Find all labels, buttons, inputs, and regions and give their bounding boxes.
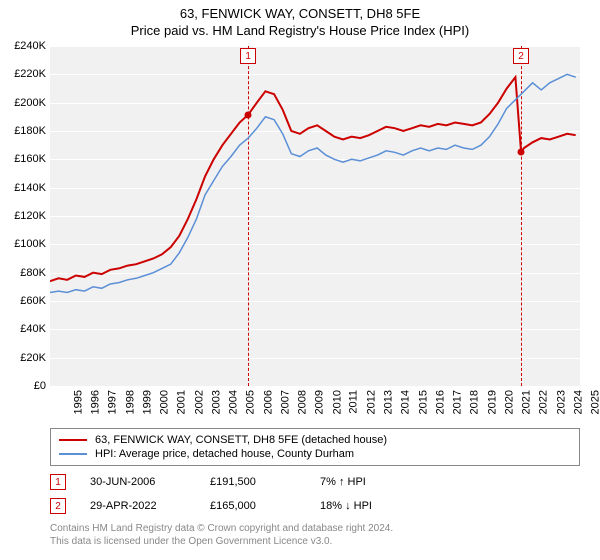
event-marker-icon: 2 [50, 498, 66, 514]
chart-subtitle: Price paid vs. HM Land Registry's House … [0, 21, 600, 38]
x-axis-label: 2017 [452, 390, 464, 414]
event-dot [518, 149, 525, 156]
x-axis-label: 2023 [555, 390, 567, 414]
sale-row: 2 29-APR-2022 £165,000 18% ↓ HPI [50, 494, 580, 518]
footer-line: Contains HM Land Registry data © Crown c… [50, 522, 393, 535]
y-axis-label: £40K [2, 323, 46, 335]
x-axis-label: 2021 [521, 390, 533, 414]
x-axis-label: 2015 [417, 390, 429, 414]
x-axis-label: 1995 [72, 390, 84, 414]
series-line-hpi [50, 74, 576, 292]
y-axis-label: £100K [2, 238, 46, 250]
sale-price: £165,000 [210, 500, 320, 512]
sale-date: 30-JUN-2006 [90, 476, 210, 488]
y-axis-label: £80K [2, 267, 46, 279]
x-axis-label: 2000 [159, 390, 171, 414]
x-axis-label: 2011 [347, 390, 359, 414]
y-axis-label: £200K [2, 97, 46, 109]
sale-date: 29-APR-2022 [90, 500, 210, 512]
y-axis-label: £140K [2, 182, 46, 194]
y-axis-label: £0 [2, 380, 46, 392]
x-axis-label: 2012 [365, 390, 377, 414]
x-axis-label: 2003 [210, 390, 222, 414]
legend: 63, FENWICK WAY, CONSETT, DH8 5FE (detac… [50, 428, 580, 466]
footer-line: This data is licensed under the Open Gov… [50, 535, 393, 548]
event-marker-icon: 1 [50, 474, 66, 490]
footer-attribution: Contains HM Land Registry data © Crown c… [50, 522, 393, 548]
y-axis-label: £160K [2, 153, 46, 165]
y-axis-label: £220K [2, 68, 46, 80]
x-axis-label: 1996 [90, 390, 102, 414]
legend-swatch [59, 439, 87, 441]
y-axis-label: £120K [2, 210, 46, 222]
x-axis-label: 2018 [469, 390, 481, 414]
x-axis-label: 2013 [383, 390, 395, 414]
x-axis-label: 2025 [590, 390, 600, 414]
event-marker-box: 2 [513, 48, 529, 64]
chart-plot-area: 12 £0£20K£40K£60K£80K£100K£120K£140K£160… [50, 46, 580, 386]
x-axis-label: 2022 [538, 390, 550, 414]
x-axis-label: 2004 [228, 390, 240, 414]
x-axis-label: 2014 [400, 390, 412, 414]
x-axis-label: 2005 [245, 390, 257, 414]
x-axis-label: 2007 [279, 390, 291, 414]
x-axis-label: 2019 [486, 390, 498, 414]
x-axis-label: 2016 [434, 390, 446, 414]
sale-row: 1 30-JUN-2006 £191,500 7% ↑ HPI [50, 470, 580, 494]
event-dot [245, 111, 252, 118]
event-marker-box: 1 [240, 48, 256, 64]
sale-delta: 7% ↑ HPI [320, 476, 440, 488]
y-axis-label: £240K [2, 40, 46, 52]
y-axis-label: £180K [2, 125, 46, 137]
sale-price: £191,500 [210, 476, 320, 488]
chart-lines [50, 46, 580, 386]
x-axis-label: 2002 [193, 390, 205, 414]
x-axis-label: 2009 [314, 390, 326, 414]
x-axis-label: 2010 [331, 390, 343, 414]
sales-table: 1 30-JUN-2006 £191,500 7% ↑ HPI 2 29-APR… [50, 470, 580, 518]
x-axis-label: 1999 [141, 390, 153, 414]
x-axis-label: 1998 [124, 390, 136, 414]
y-axis-label: £20K [2, 352, 46, 364]
x-axis-label: 2006 [262, 390, 274, 414]
x-axis-label: 2001 [176, 390, 188, 414]
legend-swatch [59, 453, 87, 455]
y-axis-label: £60K [2, 295, 46, 307]
x-axis-label: 2024 [572, 390, 584, 414]
x-axis-label: 2020 [503, 390, 515, 414]
legend-label: HPI: Average price, detached house, Coun… [95, 448, 354, 460]
gridline [50, 386, 580, 387]
sale-delta: 18% ↓ HPI [320, 500, 440, 512]
legend-item: 63, FENWICK WAY, CONSETT, DH8 5FE (detac… [59, 433, 571, 447]
legend-item: HPI: Average price, detached house, Coun… [59, 447, 571, 461]
series-line-price_paid [50, 77, 576, 281]
x-axis-label: 1997 [107, 390, 119, 414]
x-axis-label: 2008 [297, 390, 309, 414]
legend-label: 63, FENWICK WAY, CONSETT, DH8 5FE (detac… [95, 434, 387, 446]
chart-title: 63, FENWICK WAY, CONSETT, DH8 5FE [0, 0, 600, 21]
